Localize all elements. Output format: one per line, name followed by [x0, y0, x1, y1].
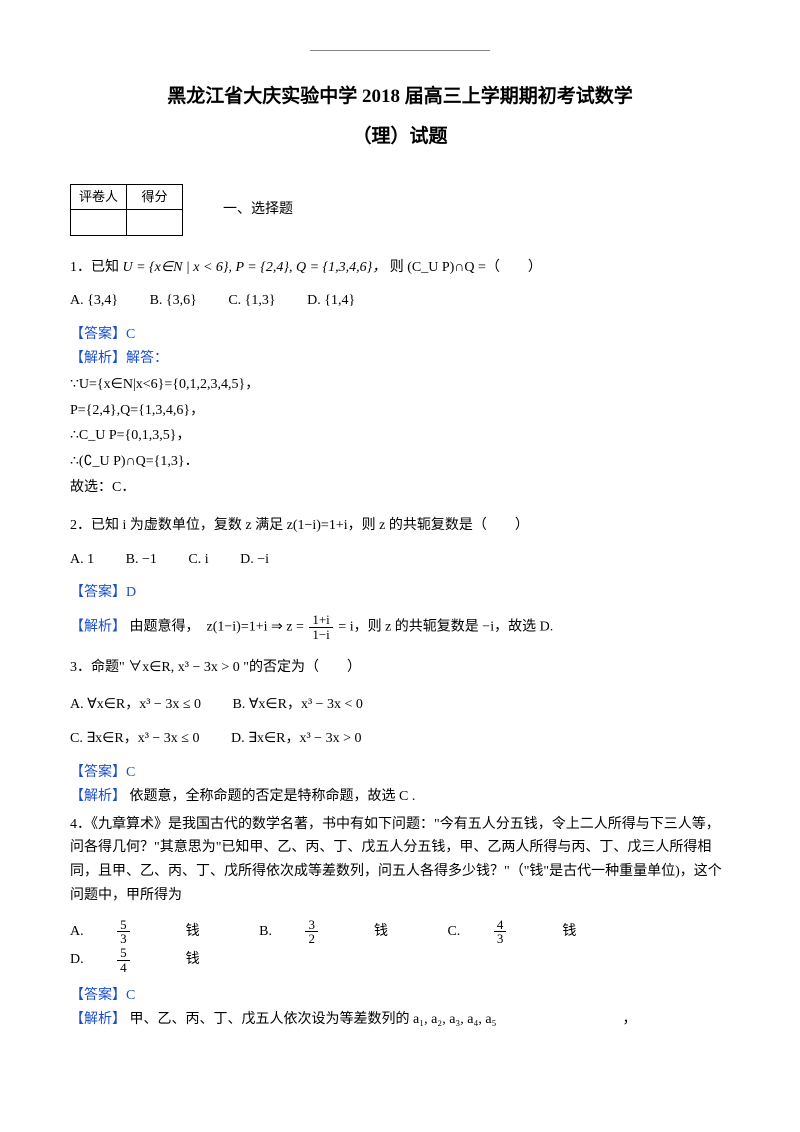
q4c-post: 钱 — [562, 924, 576, 939]
q4-opt-c: C. 43钱 — [447, 924, 604, 939]
q4c-n: 4 — [494, 918, 507, 932]
q1-l2: P={2,4},Q={1,3,4,6}， — [70, 399, 730, 423]
q4b-n: 3 — [305, 918, 318, 932]
q4b-d: 2 — [305, 931, 318, 946]
q2-opt-d: D. −i — [240, 552, 269, 567]
question-3: 3．命题" ∀x∈R, x³ − 3x > 0 "的否定为（ ） — [70, 656, 730, 680]
q2-frac-den: 1−i — [309, 627, 332, 642]
score-cell — [127, 209, 183, 235]
q4d-n: 5 — [117, 946, 130, 960]
q4b-post: 钱 — [374, 924, 388, 939]
q1-opt-b: B. {3,6} — [150, 293, 197, 308]
q2-body-pre: 由题意得， z(1−i)=1+i ⇒ z = — [130, 620, 304, 635]
q3-explain-row: 【解析】 依题意，全称命题的否定是特称命题，故选 C . — [70, 785, 730, 809]
q4a-pre: A. — [70, 924, 87, 939]
q1-explain-label: 【解析】解答： — [70, 347, 730, 371]
q4-explain-label: 【解析】 — [70, 1012, 126, 1027]
q2-opt-c: C. i — [188, 552, 208, 567]
header-divider — [310, 50, 490, 51]
q4-opt-d: D. 54钱 — [70, 952, 228, 967]
q1-expr: U = {x∈N | x < 6}, P = {2,4}, Q = {1,3,4… — [123, 260, 387, 275]
q4a-d: 3 — [117, 931, 130, 946]
q1-l1: ∵U={x∈N|x<6}={0,1,2,3,4,5}， — [70, 373, 730, 397]
score-header: 得分 — [127, 184, 183, 209]
q1-stem-pre: 1．已知 — [70, 260, 119, 275]
q4d-pre: D. — [70, 952, 87, 967]
q4-opt-a: A. 53钱 — [70, 924, 231, 939]
q2-explain-label: 【解析】 — [70, 620, 126, 635]
q1-answer: 【答案】C — [70, 323, 730, 347]
q2-fraction: 1+i 1−i — [309, 613, 332, 641]
q2-opt-a: A. 1 — [70, 552, 94, 567]
q4d-post: 钱 — [186, 952, 200, 967]
q4b-pre: B. — [259, 924, 275, 939]
q1-stem-tail: 则 (C_U P)∩Q =（ ） — [390, 260, 542, 275]
q4-options: A. 53钱 B. 32钱 C. 43钱 D. 54钱 — [70, 918, 730, 975]
scorer-header: 评卷人 — [71, 184, 127, 209]
q4a-n: 5 — [117, 918, 130, 932]
q4c-d: 3 — [494, 931, 507, 946]
q4b-frac: 32 — [305, 918, 346, 946]
q3-options-row2: C. ∃x∈R，x³ − 3x ≤ 0 D. ∃x∈R，x³ − 3x > 0 — [70, 727, 730, 751]
q3-opt-a: A. ∀x∈R，x³ − 3x ≤ 0 — [70, 697, 201, 712]
q3-opt-c: C. ∃x∈R，x³ − 3x ≤ 0 — [70, 731, 200, 746]
q4d-frac: 54 — [117, 946, 158, 974]
q1-l5: 故选：C． — [70, 476, 730, 500]
q2-opt-b: B. −1 — [126, 552, 157, 567]
q3-opt-d: D. ∃x∈R，x³ − 3x > 0 — [231, 731, 361, 746]
q4-opt-b: B. 32钱 — [259, 924, 419, 939]
q1-opt-d: D. {1,4} — [307, 293, 355, 308]
q2-explain-row: 【解析】 由题意得， z(1−i)=1+i ⇒ z = 1+i 1−i = i，… — [70, 613, 730, 641]
q2-options: A. 1 B. −1 C. i D. −i — [70, 548, 730, 572]
section-heading: 一、选择题 — [223, 198, 293, 222]
question-2: 2．已知 i 为虚数单位，复数 z 满足 z(1−i)=1+i，则 z 的共轭复… — [70, 514, 730, 538]
scorer-cell — [71, 209, 127, 235]
q1-l4: ∴(∁_U P)∩Q={1,3}． — [70, 450, 730, 474]
q1-opt-a: A. {3,4} — [70, 293, 118, 308]
q1-options: A. {3,4} B. {3,6} C. {1,3} D. {1,4} — [70, 289, 730, 313]
q4-explain-row: 【解析】 甲、乙、丙、丁、戊五人依次设为等差数列的 a₁, a₂, a₃, a₄… — [70, 1008, 730, 1032]
q4d-d: 4 — [117, 960, 130, 975]
q4c-pre: C. — [447, 924, 463, 939]
q3-body: 依题意，全称命题的否定是特称命题，故选 C . — [130, 789, 416, 804]
q4-body: 甲、乙、丙、丁、戊五人依次设为等差数列的 a₁, a₂, a₃, a₄, a₅ … — [130, 1012, 637, 1027]
q1-l3: ∴C_U P={0,1,3,5}， — [70, 424, 730, 448]
score-section-row: 评卷人 得分 一、选择题 — [70, 184, 730, 236]
q4c-frac: 43 — [494, 918, 535, 946]
question-1: 1．已知 U = {x∈N | x < 6}, P = {2,4}, Q = {… — [70, 256, 730, 280]
q3-explain-label: 【解析】 — [70, 789, 126, 804]
q4a-frac: 53 — [117, 918, 158, 946]
q1-explain-body: ∵U={x∈N|x<6}={0,1,2,3,4,5}， P={2,4},Q={1… — [70, 373, 730, 500]
q1-opt-c: C. {1,3} — [228, 293, 275, 308]
page-subtitle: （理）试题 — [70, 121, 730, 153]
q4a-post: 钱 — [186, 924, 200, 939]
q3-options-row1: A. ∀x∈R，x³ − 3x ≤ 0 B. ∀x∈R，x³ − 3x < 0 — [70, 693, 730, 717]
q2-body-post: = i，则 z 的共轭复数是 −i，故选 D. — [338, 620, 553, 635]
page-title: 黑龙江省大庆实验中学 2018 届高三上学期期初考试数学 — [70, 81, 730, 113]
question-4: 4．《九章算术》是我国古代的数学名著，书中有如下问题："今有五人分五钱，令上二人… — [70, 813, 730, 908]
score-table: 评卷人 得分 — [70, 184, 183, 236]
q4-answer: 【答案】C — [70, 984, 730, 1008]
q2-answer: 【答案】D — [70, 581, 730, 605]
q3-answer: 【答案】C — [70, 761, 730, 785]
q2-frac-num: 1+i — [309, 613, 332, 627]
q3-opt-b: B. ∀x∈R，x³ − 3x < 0 — [233, 697, 363, 712]
